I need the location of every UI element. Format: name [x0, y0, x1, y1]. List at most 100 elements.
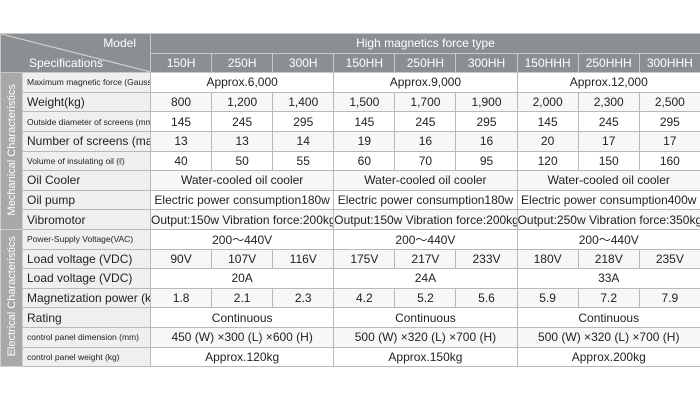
spec-value: Approx.6,000: [149, 72, 335, 93]
model-name: 300HH: [455, 52, 518, 74]
spec-value: 13: [149, 130, 213, 152]
model-row: 150H 250H 300H 150HH 250HH 300HH 150HHH 250HHH 3…: [1, 52, 700, 74]
spec-value: 295: [272, 111, 335, 132]
spec-value: 217V: [394, 248, 457, 270]
spec-value: 175V: [333, 248, 396, 270]
spec-value: 2,300: [577, 91, 640, 113]
spec-value: 55: [272, 150, 335, 172]
spec-label: Load voltage (VDC): [22, 268, 151, 289]
spec-value: 200～440V: [149, 228, 335, 250]
spec-value: 5.9: [516, 287, 579, 309]
spec-row: Load voltage (VDC) 90V 107V 116V 175V 217V 233…: [1, 248, 700, 270]
section-title: Mechanical Characteristics: [5, 83, 18, 216]
table-body: Mechanical Characteristics Maximum magnet…: [0, 72, 700, 368]
spec-value: 1.8: [149, 287, 213, 309]
spec-value: Continuous: [516, 307, 700, 328]
spec-value: 116V: [272, 248, 335, 270]
spec-value: 245: [394, 111, 457, 132]
spec-value: 180V: [516, 248, 579, 270]
spec-value: 7.9: [638, 287, 700, 309]
spec-value: 145: [333, 111, 396, 132]
spec-value: 16: [394, 130, 457, 152]
spec-value: Electric power consumption180w: [149, 189, 335, 211]
spec-value: 245: [577, 111, 640, 132]
spec-label: Outside diameter of screens (mm): [22, 111, 151, 132]
spec-value: 5.6: [455, 287, 518, 309]
spec-value: 145: [516, 111, 579, 132]
spec-value: 160: [638, 150, 700, 172]
spec-value: Output:150w Vibration force:200kg: [149, 209, 335, 230]
spec-value: 145: [149, 111, 213, 132]
spec-value: 450 (W) ×300 (L) ×600 (H): [149, 326, 335, 348]
spec-label: Maximum magnetic force (Gauss): [22, 72, 151, 93]
spec-label: Oil pump: [22, 189, 151, 211]
spec-value: 20: [516, 130, 579, 152]
spec-value: 60: [333, 150, 396, 172]
spec-value: 17: [577, 130, 640, 152]
spec-value: 235V: [638, 248, 700, 270]
spec-value: Continuous: [149, 307, 335, 328]
spec-label: Load voltage (VDC): [22, 248, 151, 270]
spec-label: control panel dimension (mm): [22, 326, 151, 348]
spec-value: 233V: [455, 248, 518, 270]
model-name: 300H: [272, 52, 335, 74]
spec-row: control panel weight (kg) Approx.120kg App…: [1, 346, 700, 368]
spec-label: Weight(kg): [22, 91, 151, 113]
spec-value: 90V: [149, 248, 213, 270]
spec-value: 5.2: [394, 287, 457, 309]
spec-value: 17: [638, 130, 700, 152]
spec-row: Electrical Characteristics Power-Supply V…: [0, 228, 700, 368]
spec-value: 95: [455, 150, 518, 172]
spec-value: Continuous: [333, 307, 518, 328]
spec-value: 200～440V: [333, 228, 518, 250]
spec-value: 1,200: [211, 91, 274, 113]
specifications-label: Specifications: [29, 56, 104, 71]
spec-row: Outside diameter of screens (mm) 145 245 29…: [1, 111, 700, 132]
spec-value: 16: [455, 130, 518, 152]
spec-row: Oil pump Electric power consumption180w El…: [1, 189, 700, 211]
spec-value: 2.1: [211, 287, 274, 309]
spec-label: Magnetization power (kw): [22, 287, 151, 309]
section-cell: Electrical Characteristics: [0, 228, 23, 368]
spec-value: Approx.9,000: [333, 72, 518, 93]
group-title: High magnetics force type: [150, 33, 700, 54]
spec-value: 218V: [577, 248, 640, 270]
spec-value: 20A: [149, 268, 335, 289]
model-name: 150HH: [333, 52, 396, 74]
spec-value: Approx.150kg: [333, 346, 518, 368]
spec-row: Number of screens (max.)1313141916162017…: [1, 130, 700, 152]
spec-value: 500 (W) ×320 (L) ×700 (H): [516, 326, 700, 348]
spec-value: 200～440V: [516, 228, 700, 250]
spec-value: 33A: [516, 268, 700, 289]
spec-label: Oil Cooler: [22, 170, 151, 191]
spec-row: Vibromotor Output:150w Vibration force:20…: [1, 209, 700, 230]
spec-value: Approx.200kg: [516, 346, 700, 368]
spec-value: 295: [455, 111, 518, 132]
model-name: 150H: [149, 52, 213, 74]
spec-row: Rating Continuous Continuous Continuous: [1, 307, 700, 328]
section-title: Electrical Characteristics: [5, 236, 18, 357]
spec-value: 107V: [211, 248, 274, 270]
spec-value: 295: [638, 111, 700, 132]
spec-value: 70: [394, 150, 457, 172]
spec-row: Weight(kg) 800 1,200 1,400 1,500 1,700 1,900 2,…: [1, 91, 700, 113]
spec-label: control panel weight (kg): [22, 346, 151, 368]
spec-value: 2.3: [272, 287, 335, 309]
model-name: 250HH: [394, 52, 457, 74]
spec-row: Load voltage (VDC) 20A 24A 33A: [1, 268, 700, 289]
spec-value: Water-cooled oil cooler: [516, 170, 700, 191]
spec-value: 1,400: [272, 91, 335, 113]
spec-label: Rating: [22, 307, 151, 328]
spec-value: 2,000: [516, 91, 579, 113]
spec-row: control panel dimension (mm) 450 (W) ×300…: [1, 326, 700, 348]
spec-value: Approx.12,000: [516, 72, 700, 93]
spec-table: Model Specifications High magnetics forc…: [0, 32, 700, 368]
spec-value: 2,500: [638, 91, 700, 113]
spec-row: Mechanical Characteristics Maximum magnet…: [0, 72, 700, 230]
spec-value: 7.2: [577, 287, 640, 309]
model-label: Model: [103, 36, 136, 51]
spec-value: Output:150w Vibration force:200kg: [333, 209, 518, 230]
diagonal: [1, 34, 150, 72]
spec-value: 245: [211, 111, 274, 132]
